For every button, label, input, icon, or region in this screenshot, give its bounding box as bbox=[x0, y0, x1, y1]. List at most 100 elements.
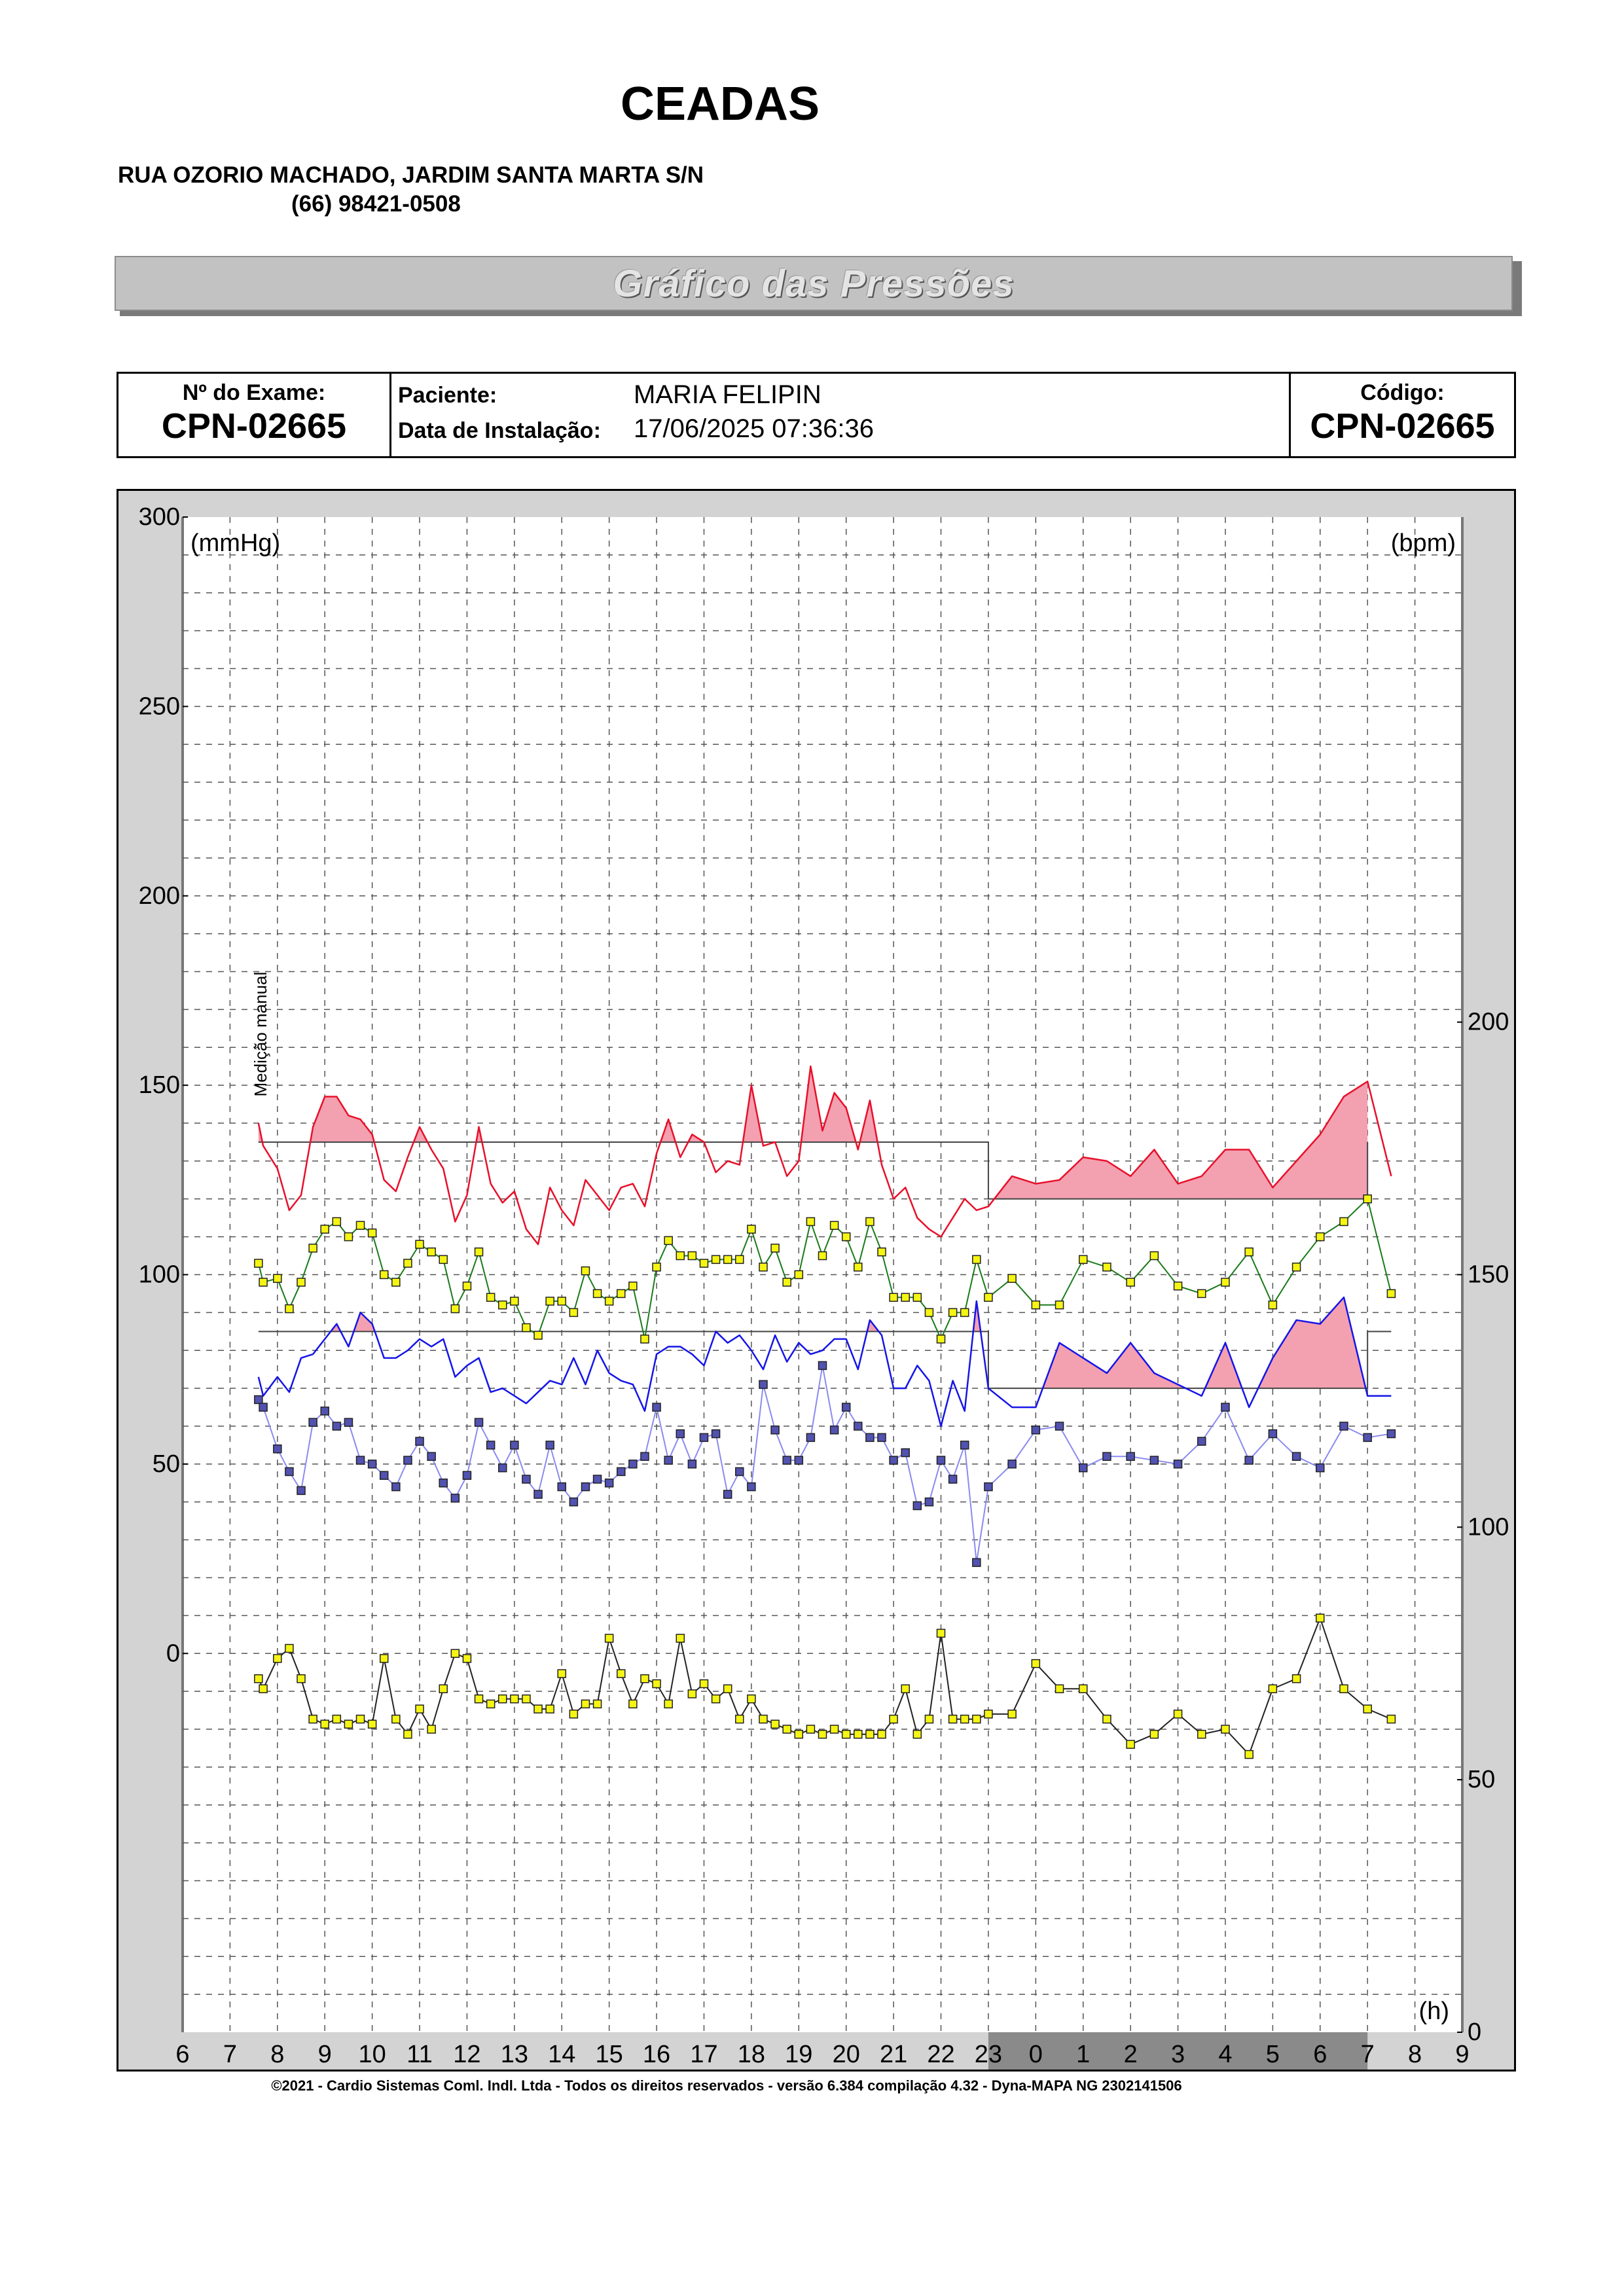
pulse_pressure-point bbox=[273, 1444, 282, 1454]
heart_rate-point bbox=[735, 1714, 744, 1724]
heart_rate-point bbox=[510, 1694, 519, 1704]
exam-number: CPN-02665 bbox=[161, 406, 347, 446]
x-tick-label: 7 bbox=[1361, 2041, 1375, 2068]
y-left-tick-label: 100 bbox=[139, 1261, 180, 1289]
x-tick-label: 13 bbox=[501, 2041, 528, 2068]
manual-measurement-annotation: Medição manual bbox=[251, 972, 270, 1097]
y-left-tick-label: 150 bbox=[139, 1071, 180, 1099]
pulse_pressure-point bbox=[427, 1452, 436, 1462]
pulse_pressure-point bbox=[889, 1456, 898, 1465]
mean-point bbox=[1197, 1289, 1206, 1299]
patient-label: Paciente: bbox=[398, 383, 497, 408]
mean-point bbox=[474, 1247, 484, 1257]
pulse_pressure-point bbox=[355, 1456, 365, 1465]
mean-point bbox=[865, 1217, 875, 1227]
pulse_pressure-point bbox=[557, 1482, 567, 1492]
pulse_pressure-point bbox=[972, 1558, 981, 1568]
mean-point bbox=[604, 1297, 614, 1306]
mean-point bbox=[711, 1255, 721, 1265]
pulse_pressure-point bbox=[545, 1441, 554, 1450]
mean-point bbox=[1078, 1255, 1088, 1265]
code-cell: Código: CPN-02665 bbox=[1291, 374, 1514, 456]
heart_rate-point bbox=[1055, 1684, 1064, 1694]
mean-point bbox=[1173, 1282, 1183, 1291]
heart_rate-point bbox=[344, 1719, 353, 1729]
pulse_pressure-point bbox=[829, 1426, 839, 1435]
mean-point bbox=[972, 1255, 981, 1265]
pulse_pressure-point bbox=[297, 1486, 306, 1496]
pulse_pressure-point bbox=[592, 1475, 602, 1484]
y-left-tick-label: 50 bbox=[153, 1450, 180, 1478]
copyright-footer: ©2021 - Cardio Sistemas Coml. Indl. Ltda… bbox=[271, 2077, 1182, 2094]
pulse_pressure-point bbox=[308, 1418, 317, 1427]
y-right-tick-label: 50 bbox=[1468, 1766, 1495, 1793]
pulse_pressure-point bbox=[841, 1403, 851, 1412]
exam-cell: Nº do Exame: CPN-02665 bbox=[118, 374, 391, 456]
mean-point bbox=[254, 1259, 263, 1268]
mean-point bbox=[829, 1221, 839, 1230]
mean-point bbox=[948, 1308, 958, 1318]
pulse_pressure-point bbox=[1339, 1422, 1348, 1431]
mean-point bbox=[1221, 1278, 1230, 1287]
code-value: CPN-02665 bbox=[1310, 406, 1495, 446]
mean-point bbox=[367, 1229, 377, 1238]
heart_rate-point bbox=[285, 1643, 294, 1653]
heart_rate-point bbox=[545, 1704, 554, 1713]
heart_rate-point bbox=[806, 1725, 816, 1734]
mean-point bbox=[379, 1270, 389, 1280]
mean-point bbox=[1055, 1300, 1064, 1310]
exam-label: Nº do Exame: bbox=[182, 380, 326, 405]
heart_rate-point bbox=[1268, 1684, 1278, 1694]
x-tick-label: 18 bbox=[738, 2041, 765, 2068]
x-tick-label: 6 bbox=[175, 2041, 189, 2068]
heart_rate-point bbox=[948, 1714, 958, 1724]
mean-point bbox=[569, 1308, 579, 1318]
pulse_pressure-point bbox=[1078, 1463, 1088, 1473]
mean-point bbox=[391, 1278, 401, 1287]
right-axis-unit: (bpm) bbox=[1391, 529, 1456, 557]
mean-point bbox=[854, 1263, 863, 1272]
heart_rate-point bbox=[865, 1729, 875, 1739]
pulse_pressure-point bbox=[984, 1482, 993, 1492]
mean-point bbox=[308, 1244, 317, 1253]
excess-area bbox=[801, 1066, 856, 1142]
mean-point bbox=[522, 1323, 531, 1333]
heart_rate-point bbox=[569, 1710, 579, 1719]
heart_rate-point bbox=[486, 1699, 496, 1709]
mean-point bbox=[259, 1278, 268, 1287]
heart_rate-point bbox=[854, 1729, 863, 1739]
pulse_pressure-point bbox=[687, 1460, 697, 1469]
mean-point bbox=[640, 1335, 649, 1344]
pulse_pressure-point bbox=[569, 1498, 579, 1507]
heart_rate-point bbox=[1363, 1704, 1372, 1713]
heart_rate-point bbox=[427, 1725, 436, 1734]
pulse_pressure-point bbox=[462, 1471, 472, 1480]
mean-point bbox=[592, 1289, 602, 1299]
heart_rate-point bbox=[924, 1714, 934, 1724]
x-tick-label: 22 bbox=[927, 2041, 954, 2068]
pulse_pressure-point bbox=[367, 1460, 377, 1469]
pulse_pressure-point bbox=[865, 1433, 875, 1443]
heart_rate-point bbox=[676, 1634, 685, 1643]
heart_rate-point bbox=[889, 1714, 898, 1724]
pulse_pressure-point bbox=[818, 1361, 827, 1371]
heart_rate-point bbox=[1126, 1740, 1135, 1749]
x-tick-label: 5 bbox=[1266, 2041, 1280, 2068]
x-tick-label: 0 bbox=[1029, 2041, 1043, 2068]
heart_rate-point bbox=[794, 1729, 804, 1739]
x-axis-unit: (h) bbox=[1419, 1998, 1449, 2025]
heart_rate-point bbox=[901, 1684, 910, 1694]
pulse_pressure-point bbox=[474, 1418, 484, 1427]
mean-point bbox=[533, 1331, 543, 1340]
heart_rate-point bbox=[1244, 1749, 1254, 1759]
mean-point bbox=[747, 1225, 756, 1234]
mean-point bbox=[462, 1282, 472, 1291]
heart_rate-point bbox=[972, 1714, 981, 1724]
heart_rate-point bbox=[1149, 1729, 1159, 1739]
mean-point bbox=[664, 1236, 673, 1246]
mean-point bbox=[912, 1293, 922, 1302]
heart_rate-point bbox=[770, 1719, 780, 1729]
mean-point bbox=[735, 1255, 744, 1265]
patient-name: MARIA FELIPIN bbox=[634, 380, 821, 409]
pulse_pressure-point bbox=[652, 1403, 661, 1412]
